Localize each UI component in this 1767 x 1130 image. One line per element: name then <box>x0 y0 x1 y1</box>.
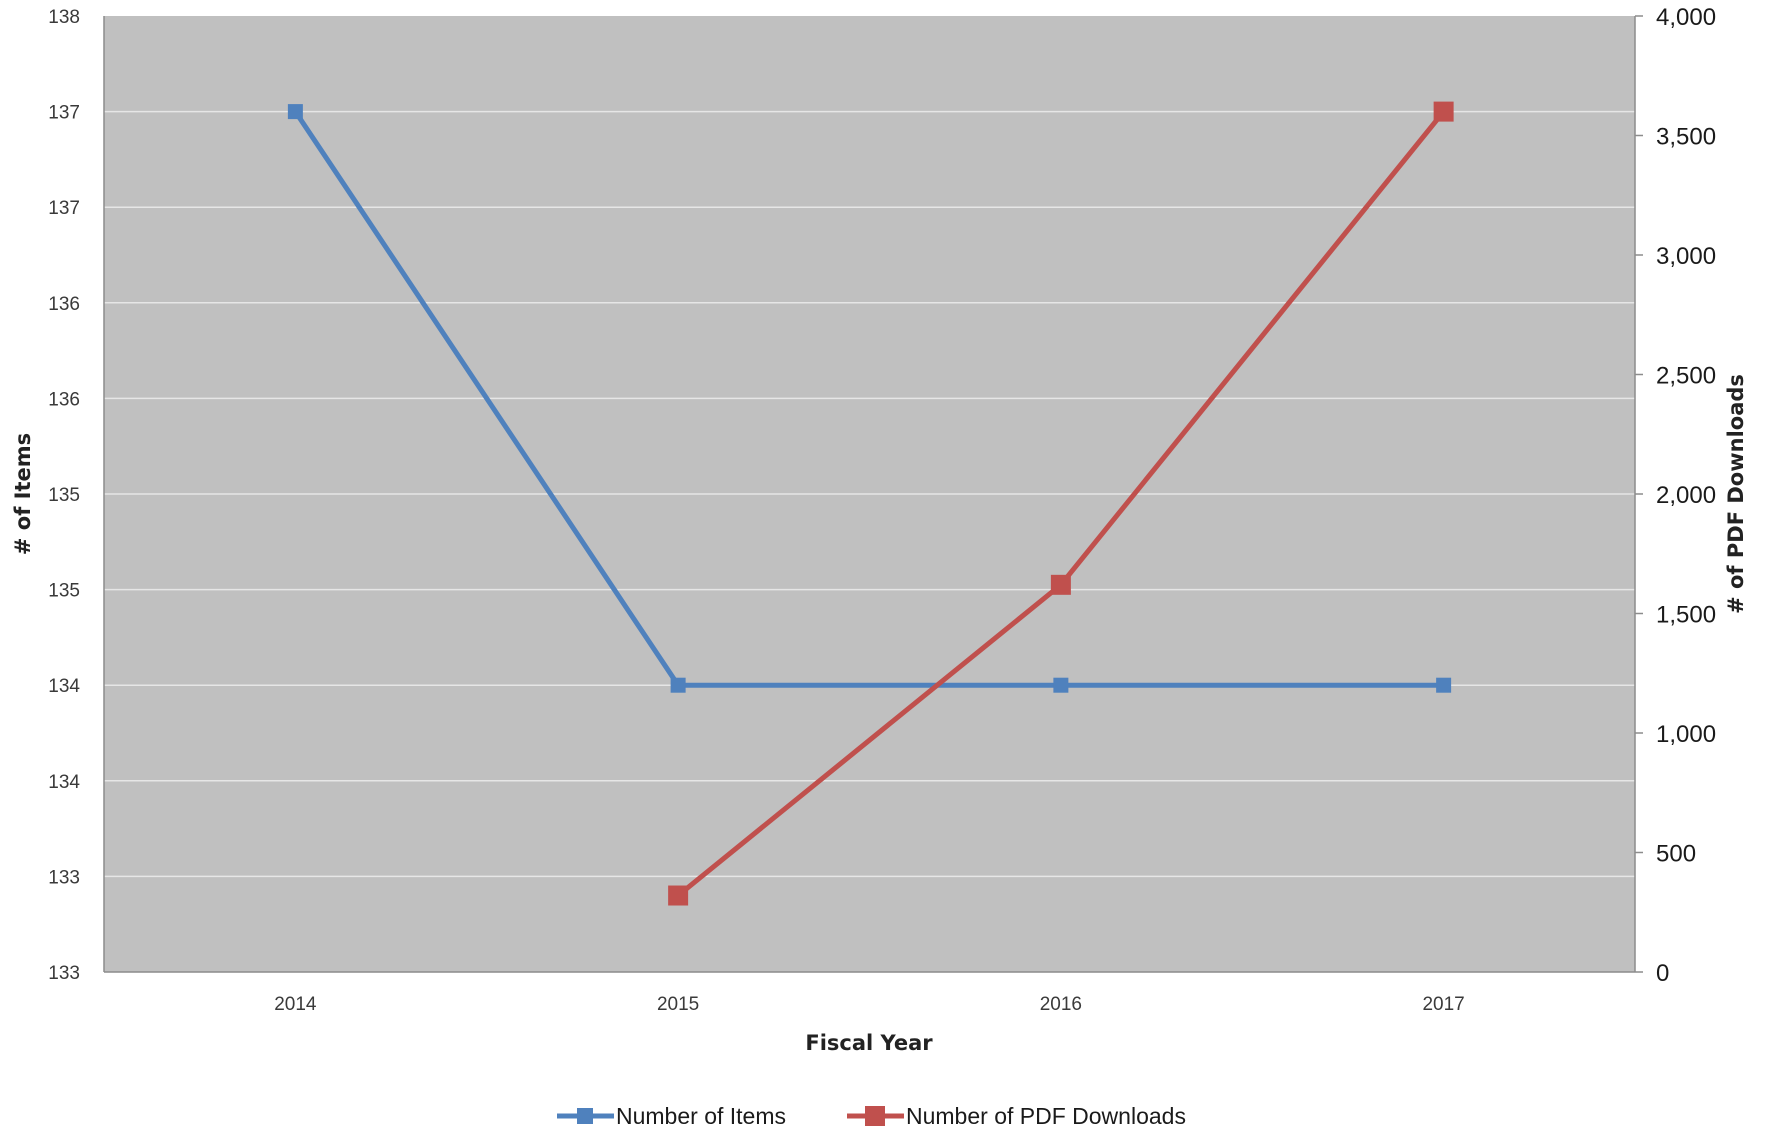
legend-label-number-of-items: Number of Items <box>616 1103 786 1129</box>
x-tick-label: 2015 <box>657 994 699 1015</box>
data-point-number-of-pdf-downloads <box>1434 102 1454 122</box>
right-y-tick-label: 500 <box>1656 841 1696 868</box>
data-point-number-of-pdf-downloads <box>1051 575 1071 595</box>
right-y-axis-title: # of PDF Downloads <box>1724 374 1748 614</box>
left-y-tick-label: 137 <box>48 103 80 124</box>
right-y-tick-label: 3,000 <box>1656 243 1716 270</box>
left-y-tick-label: 135 <box>48 485 80 506</box>
left-y-tick-label: 137 <box>48 198 80 219</box>
data-point-number-of-items <box>671 678 686 693</box>
data-point-number-of-items <box>288 104 303 119</box>
legend-label-number-of-pdf-downloads: Number of PDF Downloads <box>906 1103 1186 1129</box>
data-point-number-of-pdf-downloads <box>668 886 688 906</box>
left-y-tick-label: 133 <box>48 867 80 888</box>
left-y-tick-label: 138 <box>48 7 80 28</box>
x-tick-label: 2016 <box>1040 994 1082 1015</box>
data-point-number-of-items <box>1053 678 1068 693</box>
x-axis-ticks: 2014 2015 2016 2017 <box>274 994 1465 1015</box>
legend-item-number-of-pdf-downloads: Number of PDF Downloads <box>847 1103 1186 1129</box>
x-tick-label: 2014 <box>274 994 317 1015</box>
legend-marker-number-of-pdf-downloads <box>865 1106 885 1126</box>
left-y-tick-label: 133 <box>48 963 80 984</box>
right-y-tick-label: 0 <box>1656 960 1669 987</box>
left-y-axis-title: # of Items <box>11 433 35 555</box>
right-y-tick-label: 1,500 <box>1656 602 1716 629</box>
right-y-tick-label: 1,000 <box>1656 721 1716 748</box>
legend: Number of Items Number of PDF Downloads <box>557 1103 1186 1129</box>
right-y-tick-label: 2,500 <box>1656 363 1716 390</box>
left-y-tick-label: 134 <box>48 772 80 793</box>
x-axis-title: Fiscal Year <box>805 1031 933 1055</box>
right-y-tick-label: 2,000 <box>1656 482 1716 509</box>
data-point-number-of-items <box>1436 678 1451 693</box>
left-y-tick-label: 136 <box>48 294 80 315</box>
legend-item-number-of-items: Number of Items <box>557 1103 786 1129</box>
left-y-tick-label: 134 <box>48 676 80 697</box>
right-y-tick-label: 3,500 <box>1656 124 1716 151</box>
left-y-tick-label: 136 <box>48 389 80 410</box>
right-y-axis-ticks: 0 500 1,000 1,500 2,000 2,500 3,000 3,500 4,000 <box>1635 4 1716 987</box>
left-y-axis-ticks: 133 133 134 134 135 135 136 136 137 137 138 <box>48 7 80 984</box>
right-y-tick-label: 4,000 <box>1656 4 1716 31</box>
left-y-tick-label: 135 <box>48 581 80 602</box>
x-tick-label: 2017 <box>1422 994 1464 1015</box>
legend-marker-number-of-items <box>577 1108 593 1124</box>
